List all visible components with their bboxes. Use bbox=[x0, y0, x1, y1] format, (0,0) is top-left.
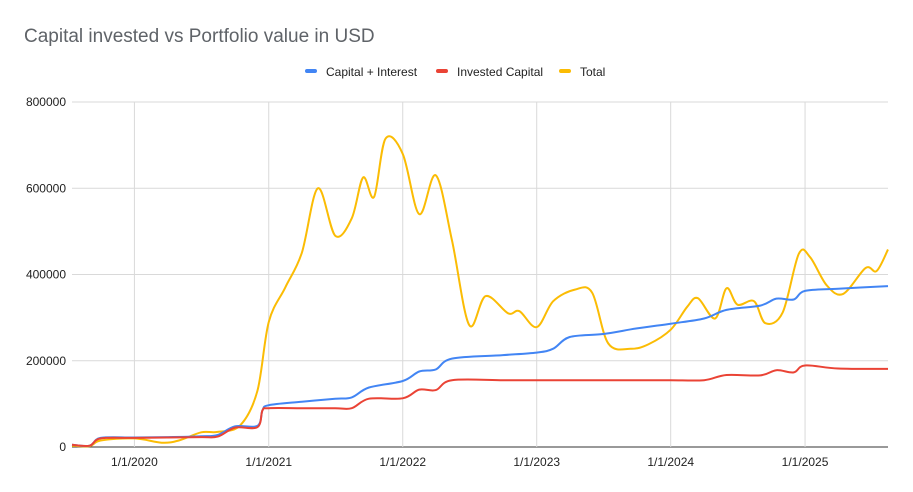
legend-swatch bbox=[436, 69, 448, 73]
y-tick-label: 400000 bbox=[26, 268, 66, 282]
series-line-invested-capital bbox=[71, 364, 889, 448]
x-tick-label: 1/1/2024 bbox=[647, 455, 694, 469]
x-tick-label: 1/1/2025 bbox=[782, 455, 829, 469]
legend-swatch bbox=[559, 69, 571, 73]
legend[interactable]: Capital + Interest Invested Capital Total bbox=[305, 65, 605, 79]
x-tick-label: 1/1/2022 bbox=[379, 455, 426, 469]
legend-label: Capital + Interest bbox=[326, 65, 418, 79]
y-tick-label: 0 bbox=[59, 440, 66, 454]
legend-item-invested-capital[interactable]: Invested Capital bbox=[436, 65, 543, 79]
legend-item-capital-interest[interactable]: Capital + Interest bbox=[305, 65, 418, 79]
x-tick-label: 1/1/2023 bbox=[513, 455, 560, 469]
legend-label: Total bbox=[580, 65, 605, 79]
legend-item-total[interactable]: Total bbox=[559, 65, 605, 79]
grid bbox=[72, 101, 888, 448]
series-line-total bbox=[71, 135, 889, 448]
x-tick-label: 1/1/2021 bbox=[245, 455, 292, 469]
x-tick-label: 1/1/2020 bbox=[111, 455, 158, 469]
legend-label: Invested Capital bbox=[457, 65, 543, 79]
y-tick-label: 600000 bbox=[26, 181, 66, 195]
legend-swatch bbox=[305, 69, 317, 73]
axes: 0 200000 400000 600000 800000 1/1/2020 1/1/202… bbox=[26, 95, 829, 469]
series-lines bbox=[71, 135, 889, 448]
series-line-capital-interest bbox=[71, 285, 889, 448]
chart-title: Capital invested vs Portfolio value in U… bbox=[24, 26, 375, 47]
y-tick-label: 800000 bbox=[26, 95, 66, 109]
y-tick-label: 200000 bbox=[26, 354, 66, 368]
